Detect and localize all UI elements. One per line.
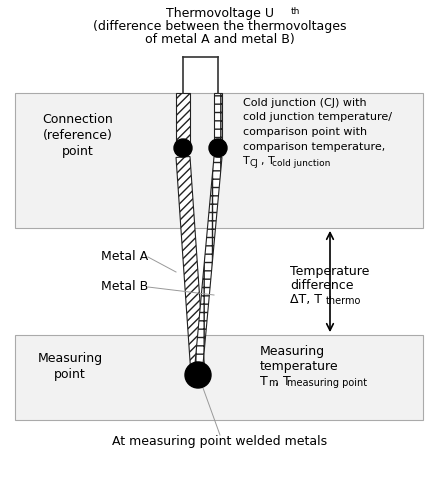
Circle shape: [209, 139, 227, 157]
Text: cold junction temperature/: cold junction temperature/: [243, 112, 392, 122]
Text: point: point: [54, 368, 86, 381]
Text: cold junction: cold junction: [272, 159, 330, 168]
Text: At measuring point welded metals: At measuring point welded metals: [113, 435, 327, 448]
Polygon shape: [194, 157, 222, 375]
Text: of metal A and metal B): of metal A and metal B): [145, 33, 295, 46]
Bar: [15, 93, 423, 228]
Circle shape: [185, 362, 211, 388]
Text: Measuring: Measuring: [37, 352, 103, 365]
Text: Cold junction (CJ) with: Cold junction (CJ) with: [243, 98, 367, 108]
Text: point: point: [62, 145, 94, 158]
Text: th: th: [291, 7, 301, 16]
Text: (reference): (reference): [43, 129, 113, 142]
Bar: [176, 93, 190, 148]
Text: T: T: [243, 156, 250, 166]
Text: , T: , T: [275, 375, 291, 388]
Text: Metal A: Metal A: [101, 251, 148, 264]
Bar: [214, 93, 222, 148]
Text: Thermovoltage U: Thermovoltage U: [166, 7, 274, 20]
Text: comparison point with: comparison point with: [243, 127, 367, 137]
Text: T: T: [260, 375, 268, 388]
Text: , T: , T: [261, 156, 275, 166]
Text: measuring point: measuring point: [287, 378, 367, 388]
Text: (difference between the thermovoltages: (difference between the thermovoltages: [93, 20, 347, 33]
Circle shape: [174, 139, 192, 157]
Text: thermo: thermo: [326, 296, 361, 306]
Text: temperature: temperature: [260, 360, 339, 373]
Text: ΔT, T: ΔT, T: [290, 293, 322, 306]
Text: CJ: CJ: [250, 159, 259, 168]
Text: comparison temperature,: comparison temperature,: [243, 142, 385, 151]
Text: Temperature: Temperature: [290, 265, 369, 278]
Text: Metal B: Metal B: [101, 281, 148, 294]
Bar: [15, 335, 423, 420]
Text: Connection: Connection: [43, 113, 114, 126]
Text: m: m: [268, 378, 278, 388]
Polygon shape: [176, 157, 205, 375]
Text: Measuring: Measuring: [260, 345, 325, 358]
Text: difference: difference: [290, 279, 353, 292]
